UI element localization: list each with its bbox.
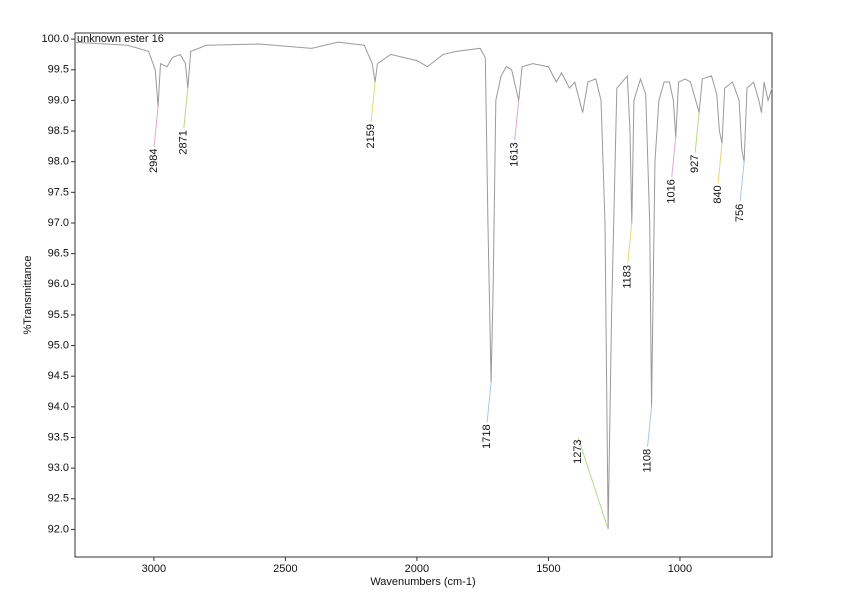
y-axis-label: %Transmittance [22, 255, 34, 334]
peak-leader [514, 100, 520, 141]
peak-leader [370, 81, 376, 123]
peak-label: 1183 [622, 265, 634, 289]
peak-label: 756 [734, 204, 746, 222]
x-tick-label: 2500 [273, 563, 297, 575]
y-tick-label: 97.0 [48, 217, 69, 229]
peak-leader [739, 161, 745, 202]
peak-label: 1273 [572, 439, 584, 463]
y-tick-label: 93.0 [48, 462, 69, 474]
peak-label: 1016 [666, 179, 678, 203]
plot-frame [74, 32, 773, 558]
y-tick-label: 97.5 [48, 186, 69, 198]
y-tick-label: 99.0 [48, 94, 69, 106]
peak-leader [671, 137, 677, 178]
peak-leader [694, 112, 700, 153]
y-tick-label: 95.5 [48, 309, 69, 321]
y-tick-label: 92.0 [48, 523, 69, 535]
x-axis-label: Wavenumbers (cm-1) [370, 576, 475, 588]
peak-leader [577, 437, 609, 530]
y-tick-label: 95.0 [48, 339, 69, 351]
peak-leader [627, 222, 633, 264]
y-tick-label: 96.5 [48, 248, 69, 260]
y-tick-label: 98.5 [48, 125, 69, 137]
y-tick-label: 96.0 [48, 278, 69, 290]
x-tick-label: 1500 [536, 563, 560, 575]
x-tick-label: 2000 [405, 563, 429, 575]
y-tick-label: 100.0 [41, 33, 69, 45]
peak-label: 840 [712, 185, 724, 203]
peak-leader [486, 382, 492, 423]
peak-leader [153, 106, 159, 147]
y-tick-label: 94.0 [48, 401, 69, 413]
peak-leader [717, 143, 723, 184]
peak-label: 2871 [178, 130, 190, 154]
peak-label: 927 [689, 155, 701, 173]
x-tick-label: 3000 [142, 563, 166, 575]
y-tick-label: 98.0 [48, 156, 69, 168]
y-tick-label: 92.5 [48, 493, 69, 505]
peak-label: 1108 [641, 449, 653, 473]
spectrum-title: unknown ester 16 [77, 33, 164, 45]
peak-label: 1613 [509, 142, 521, 166]
peak-leader [183, 88, 189, 129]
peak-label: 2984 [148, 149, 160, 173]
peak-leader [647, 406, 653, 447]
y-tick-label: 93.5 [48, 431, 69, 443]
spectrum-line [74, 41, 773, 530]
peak-label: 2159 [365, 124, 377, 148]
y-tick-label: 99.5 [48, 64, 69, 76]
y-tick-label: 94.5 [48, 370, 69, 382]
x-tick-label: 1000 [668, 563, 692, 575]
peak-label: 1718 [481, 424, 493, 448]
